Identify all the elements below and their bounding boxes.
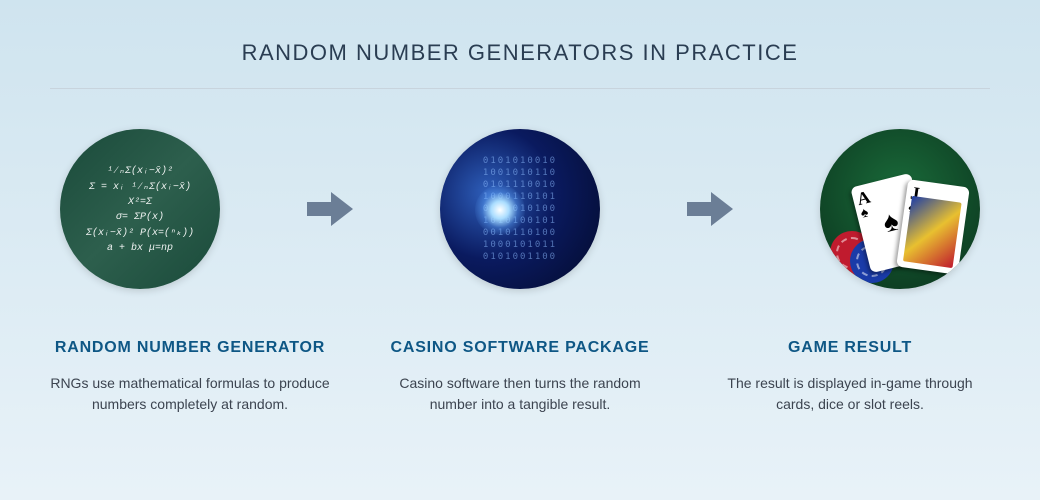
step-3-title: GAME RESULT (710, 339, 990, 357)
divider (50, 88, 990, 89)
chalkboard-icon: ¹⁄ₙΣ(xᵢ−x̄)² Σ = xᵢ ¹⁄ₙΣ(xᵢ−x̄) X²=Σ σ= … (60, 129, 220, 289)
step-3-circle-wrap: A ♠ ♠ J ♠ (810, 129, 990, 289)
step-2-desc: Casino software then turns the random nu… (380, 373, 660, 415)
binary-icon: 0101010010 1001010110 0101110010 1000110… (440, 129, 600, 289)
step-3-text: GAME RESULT The result is displayed in-g… (710, 339, 990, 415)
step-1-text: RANDOM NUMBER GENERATOR RNGs use mathema… (50, 339, 330, 415)
step-1-title: RANDOM NUMBER GENERATOR (50, 339, 330, 357)
lens-flare-icon (475, 185, 525, 235)
card-jack-icon: J ♠ (896, 179, 970, 275)
arrow-2-icon (685, 189, 735, 229)
step-3-circle: A ♠ ♠ J ♠ (820, 129, 980, 289)
arrow-1-icon (305, 189, 355, 229)
flow-row: ¹⁄ₙΣ(xᵢ−x̄)² Σ = xᵢ ¹⁄ₙΣ(xᵢ−x̄) X²=Σ σ= … (50, 129, 990, 289)
step-1-circle-wrap: ¹⁄ₙΣ(xᵢ−x̄)² Σ = xᵢ ¹⁄ₙΣ(xᵢ−x̄) X²=Σ σ= … (50, 129, 230, 289)
infographic-container: RANDOM NUMBER GENERATORS IN PRACTICE ¹⁄ₙ… (0, 0, 1040, 500)
step-3-desc: The result is displayed in-game through … (710, 373, 990, 415)
step-1-circle: ¹⁄ₙΣ(xᵢ−x̄)² Σ = xᵢ ¹⁄ₙΣ(xᵢ−x̄) X²=Σ σ= … (60, 129, 220, 289)
step-1-desc: RNGs use mathematical formulas to produc… (50, 373, 330, 415)
step-2-title: CASINO SOFTWARE PACKAGE (380, 339, 660, 357)
cards-icon: A ♠ ♠ J ♠ (820, 129, 980, 289)
step-2-circle-wrap: 0101010010 1001010110 0101110010 1000110… (430, 129, 610, 289)
text-row: RANDOM NUMBER GENERATOR RNGs use mathema… (50, 339, 990, 415)
step-2-circle: 0101010010 1001010110 0101110010 1000110… (440, 129, 600, 289)
step-2-text: CASINO SOFTWARE PACKAGE Casino software … (380, 339, 660, 415)
main-title: RANDOM NUMBER GENERATORS IN PRACTICE (50, 40, 990, 66)
